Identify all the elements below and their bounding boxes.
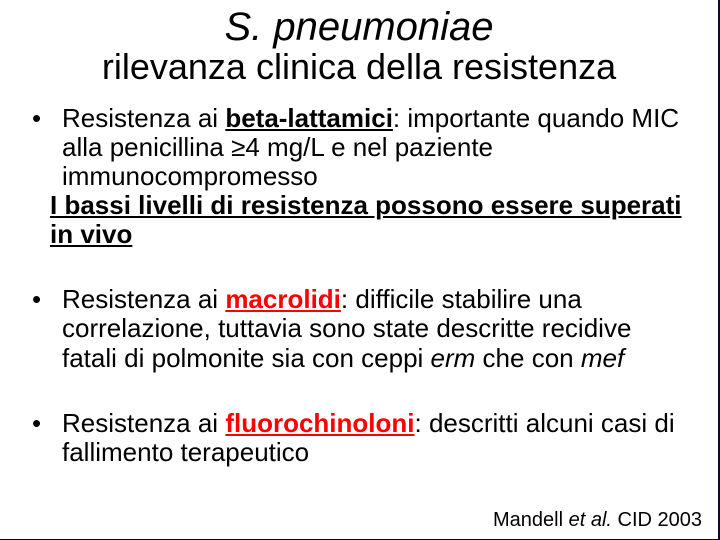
bullet-3: • Resistenza ai fluorochinoloni: descrit… [32,409,686,467]
b3-keyword: fluorochinoloni [225,408,414,438]
slide-outer: S. pneumoniae rilevanza clinica della re… [0,0,720,540]
b1-hanging: I bassi livelli di resistenza possono es… [32,191,686,249]
citation-author: Mandell [493,509,569,531]
b2-ital1: erm [431,343,476,373]
citation: Mandell et al. CID 2003 [493,509,702,532]
bullet-2: • Resistenza ai macrolidi: difficile sta… [32,285,686,372]
bullet-dot: • [32,409,62,467]
citation-etal: et al. [569,509,612,531]
title-main: S. pneumoniae [0,6,718,48]
title-sub: rilevanza clinica della resistenza [0,48,718,86]
b2-ital2: mef [581,343,624,373]
body: • Resistenza ai beta-lattamici: importan… [0,86,718,467]
bullet-1: • Resistenza ai beta-lattamici: importan… [32,104,686,250]
title-block: S. pneumoniae rilevanza clinica della re… [0,0,718,86]
b2-pre: Resistenza ai [62,284,225,314]
b1-pre: Resistenza ai [62,103,225,133]
bullet-3-text: Resistenza ai fluorochinoloni: descritti… [62,409,686,467]
bullet-2-text: Resistenza ai macrolidi: difficile stabi… [62,285,686,372]
b2-post2: che con [475,343,581,373]
bullet-1-text: Resistenza ai beta-lattamici: importante… [62,104,686,191]
bullet-dot: • [32,104,62,191]
b3-pre: Resistenza ai [62,408,225,438]
bullet-dot: • [32,285,62,372]
b1-keyword: beta-lattamici [225,103,393,133]
citation-ref: CID 2003 [612,509,702,531]
b2-keyword: macrolidi [225,284,341,314]
slide: S. pneumoniae rilevanza clinica della re… [0,0,718,539]
